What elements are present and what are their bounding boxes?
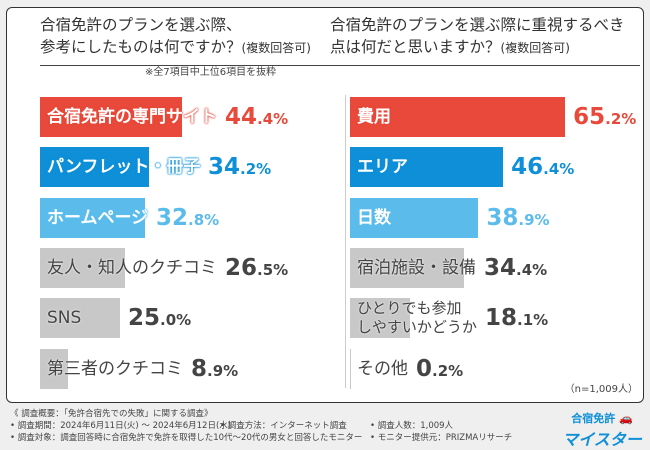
bar-label: 友人・知人のクチコミ (47, 257, 217, 278)
bar-label: 費用 (357, 107, 391, 127)
bar-row: 費用 65.2% (350, 97, 640, 137)
bar-label: 宿泊施設・設備 (357, 257, 476, 278)
bar-row: エリア 46.4% (350, 147, 640, 188)
bar-label: エリア (357, 157, 408, 178)
bar-row: パンフレット・冊子 34.2% (40, 147, 330, 188)
logo: 合宿免許 🚗 マイスター (562, 412, 642, 449)
bar (40, 147, 150, 188)
value-label: 34.2% (208, 154, 272, 181)
bar-label: ホームページ (47, 207, 149, 228)
bar-row: 友人・知人のクチコミ 26.5% (40, 247, 330, 288)
bar (350, 348, 351, 389)
value-label: 46.4% (511, 154, 575, 181)
bar-label: 第三者のクチコミ (47, 358, 183, 379)
bar-row: 宿泊施設・設備 34.4% (350, 247, 640, 288)
bar (40, 247, 125, 288)
survey-footer: 《 調査概要：「免許合宿先での失敗」に関する調査》 • 調査期間：2024年6月… (10, 409, 513, 443)
bar (350, 97, 566, 137)
bar (40, 298, 120, 339)
bar-label: ひとりでも参加 しやすいかどうか (357, 299, 477, 337)
bar-row: 合宿免許の専門サイト 44.4% (40, 97, 330, 137)
bar-row: 日数 38.9% (350, 197, 640, 238)
value-label: 0.2% (416, 355, 464, 382)
bar-label: パンフレット・冊子 (47, 157, 201, 178)
value-label: 18.1% (485, 305, 549, 332)
sample-size: （n=1,009人） (564, 384, 638, 395)
value-label: 25.0% (128, 305, 192, 332)
bar (350, 298, 410, 339)
bar (40, 197, 145, 238)
chart-title-left: 合宿免許のプランを選ぶ際、 参考にしたものは何ですか？(複数回答可) (40, 14, 340, 66)
bar (350, 147, 504, 188)
chart-title-right: 合宿免許のプランを選ぶ際に重視するべき 点は何だと思いますか？(複数回答可) (330, 14, 640, 66)
value-label: 65.2% (573, 104, 637, 130)
bar-row: SNS 25.0% (40, 298, 330, 339)
value-label: 38.9% (486, 204, 550, 231)
value-label: 44.4% (225, 104, 289, 130)
bar-row: ホームページ 32.8% (40, 197, 330, 238)
bar (350, 247, 464, 288)
bar (40, 348, 69, 389)
bar-label: SNS (47, 308, 82, 329)
bar-row: 第三者のクチコミ 8.9% (40, 348, 330, 389)
value-label: 8.9% (191, 355, 239, 382)
bar-label: 日数 (357, 207, 391, 228)
note: ※全7項目中上位6項目を抜粋 (145, 67, 277, 78)
bar-row: その他 0.2% (350, 348, 640, 389)
bar (350, 197, 479, 238)
bar-row: ひとりでも参加 しやすいかどうか 18.1% (350, 298, 640, 339)
value-label: 26.5% (225, 254, 289, 281)
bar (40, 97, 183, 137)
divider (345, 95, 346, 388)
bar-label: その他 (357, 358, 408, 379)
value-label: 32.8% (156, 204, 220, 231)
bar-label: 合宿免許の専門サイト (47, 107, 217, 127)
value-label: 34.4% (484, 254, 548, 281)
